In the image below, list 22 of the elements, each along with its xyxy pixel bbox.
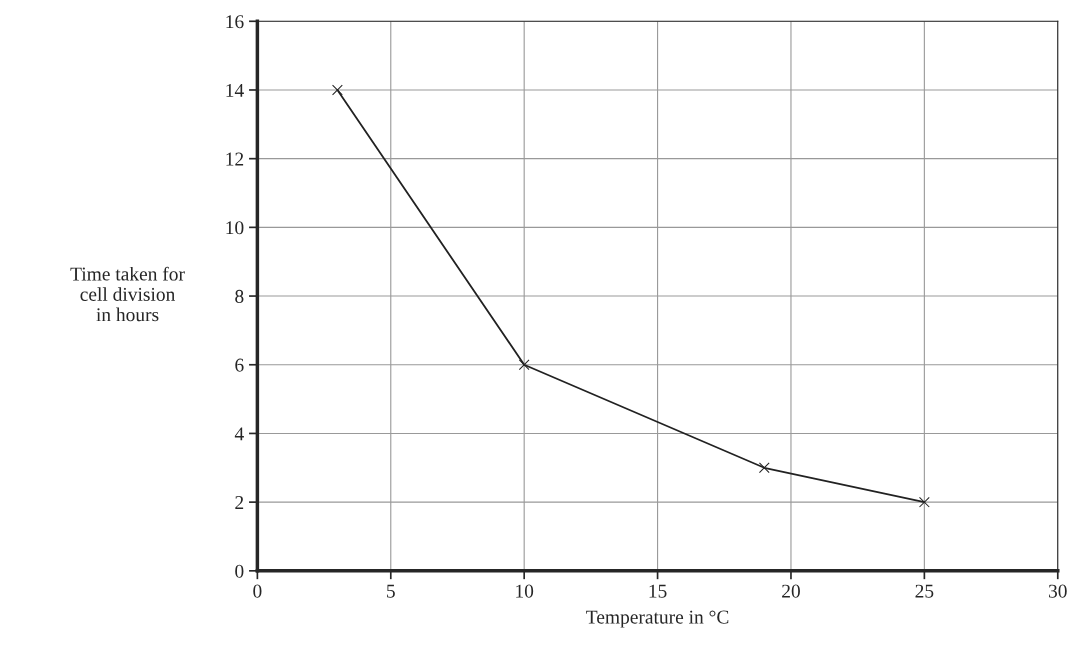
point <box>518 359 530 371</box>
y-tick-label: 12 <box>226 152 244 166</box>
x-tick-label: 20 <box>782 584 800 598</box>
y-tick-label: 10 <box>226 221 244 235</box>
x-tick-label: 5 <box>387 584 395 598</box>
y-tick-label: 14 <box>226 83 244 97</box>
y-tick-label: 2 <box>235 496 244 509</box>
x-tick-label: 25 <box>915 584 934 598</box>
point <box>758 462 770 474</box>
y-tick-label: 6 <box>235 358 244 372</box>
point <box>918 496 930 508</box>
x-axis-title: Temperature in °C <box>586 610 729 628</box>
x-tick-label: 30 <box>1048 584 1067 598</box>
x-tick-label: 15 <box>649 584 667 598</box>
y-tick-label: 16 <box>226 15 244 29</box>
y-tick-label: 8 <box>235 289 244 303</box>
y-tick-label: 4 <box>234 427 244 441</box>
y-axis-title: Time taken for cell division in hours <box>70 266 185 322</box>
y-tick-label: 0 <box>235 564 244 578</box>
x-tick-label: 0 <box>253 584 262 598</box>
point <box>332 84 343 96</box>
x-tick-label: 10 <box>516 584 534 598</box>
